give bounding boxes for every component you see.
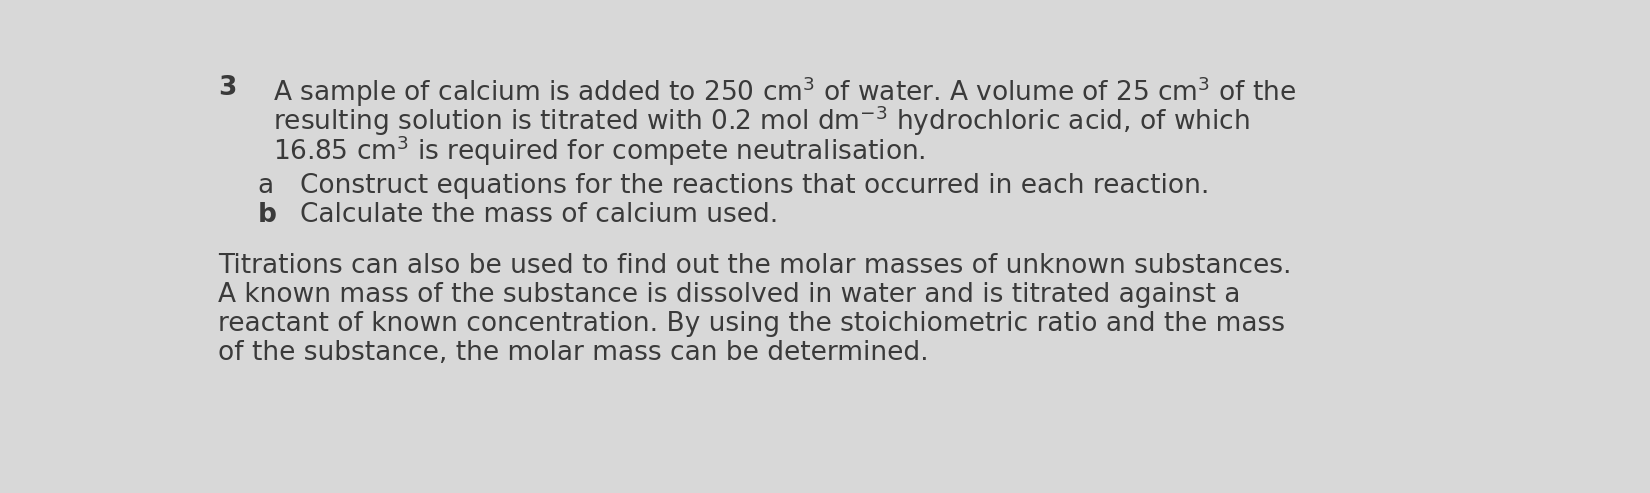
Text: A sample of calcium is added to 250 cm$^{3}$ of water. A volume of 25 cm$^{3}$ o: A sample of calcium is added to 250 cm$^… xyxy=(272,75,1297,109)
Text: Calculate the mass of calcium used.: Calculate the mass of calcium used. xyxy=(300,202,777,228)
Text: of the substance, the molar mass can be determined.: of the substance, the molar mass can be … xyxy=(218,341,929,366)
Text: b: b xyxy=(257,202,276,228)
Text: resulting solution is titrated with 0.2 mol dm$^{-3}$ hydrochloric acid, of whic: resulting solution is titrated with 0.2 … xyxy=(272,104,1249,139)
Text: Construct equations for the reactions that occurred in each reaction.: Construct equations for the reactions th… xyxy=(300,173,1209,199)
Text: 16.85 cm$^{3}$ is required for compete neutralisation.: 16.85 cm$^{3}$ is required for compete n… xyxy=(272,133,926,168)
Text: A known mass of the substance is dissolved in water and is titrated against a: A known mass of the substance is dissolv… xyxy=(218,282,1241,308)
Text: 3: 3 xyxy=(218,75,236,101)
Text: reactant of known concentration. By using the stoichiometric ratio and the mass: reactant of known concentration. By usin… xyxy=(218,311,1285,337)
Text: a: a xyxy=(257,173,274,199)
Text: Titrations can also be used to find out the molar masses of unknown substances.: Titrations can also be used to find out … xyxy=(218,253,1292,279)
